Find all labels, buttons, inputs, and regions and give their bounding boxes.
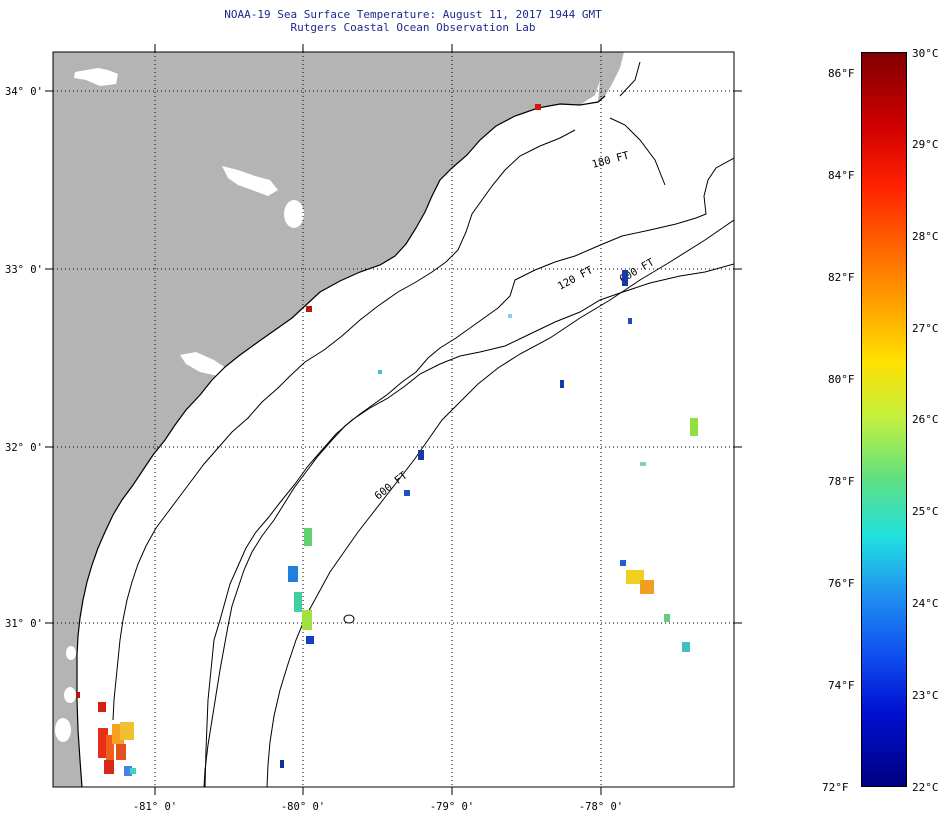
isobath-label: 600 FT <box>372 469 410 502</box>
seamount-contour <box>343 614 355 624</box>
isobath-label: 180 FT <box>591 149 631 171</box>
land-mass <box>53 52 605 787</box>
lat-label: 32° 0' <box>5 442 43 454</box>
graticule <box>53 52 734 787</box>
colorbar-f-label: 78°F <box>828 475 855 488</box>
colorbar-c-label: 24°C <box>912 597 939 610</box>
lat-label: 34° 0' <box>5 86 43 98</box>
coastline <box>76 95 606 787</box>
colorbar-f-label: 84°F <box>828 169 855 182</box>
colorbar-c-label: 29°C <box>912 138 939 151</box>
lon-label: -81° 0' <box>133 801 177 813</box>
colorbar-c-label: 30°C <box>912 47 939 60</box>
sound-contour <box>609 61 666 186</box>
colorbar-c-label: 28°C <box>912 230 939 243</box>
isobath-label: 120 FT <box>556 264 596 293</box>
colorbar-c-label: 26°C <box>912 413 939 426</box>
nearshore-contour <box>112 129 576 721</box>
lon-label: -78° 0' <box>579 801 623 813</box>
colorbar-f-label: 80°F <box>828 373 855 386</box>
colorbar-f-label: 72°F <box>822 781 849 794</box>
temperature-colorbar <box>861 52 907 787</box>
colorbar-c-label: 22°C <box>912 781 939 794</box>
colorbar-c-label: 27°C <box>912 322 939 335</box>
lat-label: 31° 0' <box>5 618 43 630</box>
map-subtitle: Rutgers Coastal Ocean Observation Lab <box>290 21 536 34</box>
colorbar-f-label: 74°F <box>828 679 855 692</box>
lon-label: -80° 0' <box>281 801 325 813</box>
lat-label: 33° 0' <box>5 264 43 276</box>
map-frame <box>52 51 735 788</box>
colorbar-f-label: 82°F <box>828 271 855 284</box>
isobath-180ft <box>203 157 734 787</box>
inland-water <box>55 68 304 742</box>
isobath-600ft <box>266 219 734 787</box>
tick-marks <box>45 44 742 795</box>
colorbar-c-label: 23°C <box>912 689 939 702</box>
colorbar-f-label: 86°F <box>828 67 855 80</box>
colorbar-c-label: 25°C <box>912 505 939 518</box>
land-mass-nc <box>598 52 624 102</box>
colorbar-f-label: 76°F <box>828 577 855 590</box>
lon-label: -79° 0' <box>430 801 474 813</box>
sst-pixels <box>76 104 698 776</box>
map-title: NOAA-19 Sea Surface Temperature: August … <box>224 8 602 21</box>
isobath-120ft <box>204 263 734 787</box>
